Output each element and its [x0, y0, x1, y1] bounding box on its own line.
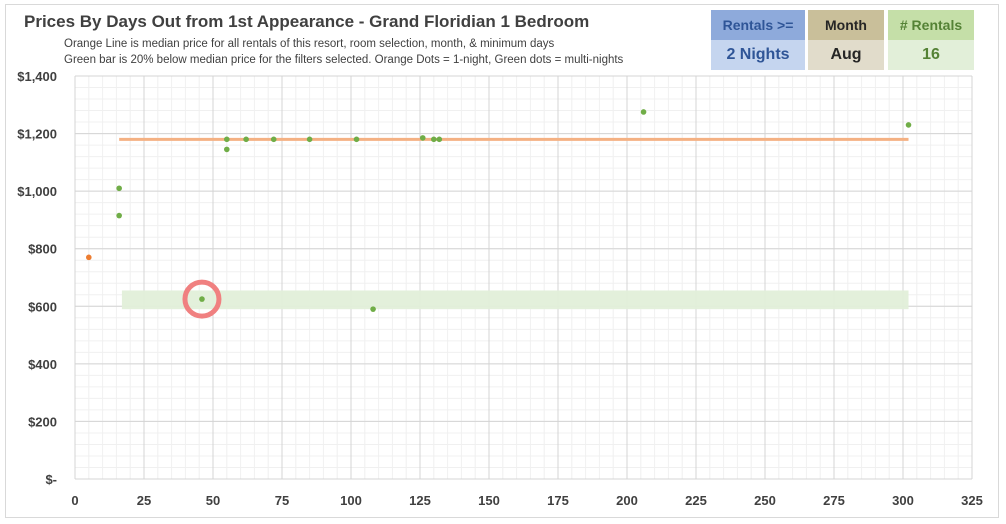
multi-night-data-point — [370, 306, 376, 312]
multi-night-data-point — [270, 136, 277, 143]
chart-frame — [5, 4, 999, 518]
multi-night-data-point — [199, 296, 205, 302]
multi-night-data-point — [306, 136, 313, 143]
x-tick-label: 25 — [137, 493, 151, 508]
highlight-circle — [182, 279, 222, 319]
y-tick-label: $1,400 — [17, 69, 57, 84]
chart-subtitle-line-2: Green bar is 20% below median price for … — [64, 54, 624, 66]
discount-band — [121, 290, 909, 310]
multi-night-data-point — [436, 136, 443, 143]
x-tick-label: 300 — [892, 493, 914, 508]
multi-night-data-point — [116, 185, 122, 192]
one-night-data-point — [86, 254, 92, 261]
x-tick-label: 175 — [547, 493, 569, 508]
x-tick-label: 100 — [340, 493, 362, 508]
x-tick-label: 250 — [754, 493, 776, 508]
multi-night-data-point — [243, 136, 249, 143]
y-tick-label: $- — [45, 472, 57, 487]
multi-night-data-point — [419, 135, 426, 141]
month-filter-value[interactable]: Aug — [808, 40, 884, 70]
rental-count-label: # Rentals — [888, 10, 974, 40]
x-tick-label: 325 — [961, 493, 983, 508]
month-filter-label: Month — [808, 10, 884, 40]
multi-night-data-point — [431, 136, 437, 143]
x-tick-label: 0 — [71, 493, 78, 508]
multi-night-data-point — [116, 212, 122, 219]
x-tick-label: 50 — [206, 493, 220, 508]
x-tick-label: 275 — [823, 493, 845, 508]
multi-night-data-point — [905, 122, 912, 128]
multi-night-data-point — [224, 146, 230, 153]
x-tick-label: 225 — [685, 493, 707, 508]
rentals-filter-value[interactable]: 2 Nights — [711, 40, 805, 70]
y-tick-label: $400 — [28, 357, 57, 372]
x-tick-label: 200 — [616, 493, 638, 508]
y-tick-label: $600 — [28, 299, 57, 314]
rentals-filter-label: Rentals >= — [711, 10, 805, 40]
multi-night-data-point — [224, 136, 230, 143]
rental-count-value: 16 — [888, 40, 974, 70]
x-tick-label: 75 — [275, 493, 289, 508]
chart-title: Prices By Days Out from 1st Appearance -… — [24, 12, 590, 31]
y-tick-label: $1,000 — [17, 184, 57, 199]
y-tick-label: $1,200 — [17, 127, 57, 142]
multi-night-data-point — [640, 109, 647, 115]
y-tick-label: $800 — [28, 242, 57, 257]
x-tick-label: 150 — [478, 493, 500, 508]
y-tick-label: $200 — [28, 414, 57, 429]
multi-night-data-point — [353, 136, 360, 143]
x-tick-label: 125 — [409, 493, 431, 508]
chart-subtitle-line-1: Orange Line is median price for all rent… — [64, 38, 555, 50]
